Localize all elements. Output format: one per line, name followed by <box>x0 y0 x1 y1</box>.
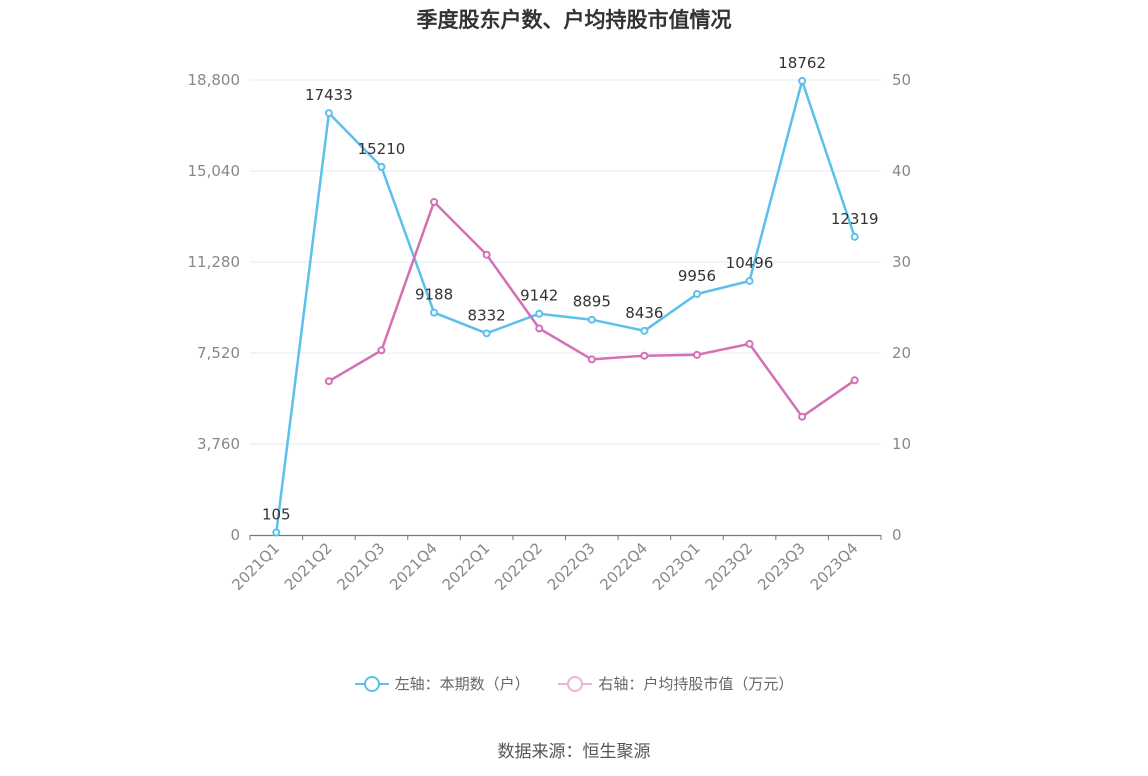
right-axis-tick-label: 40 <box>892 162 911 180</box>
x-axis-tick-label: 2022Q3 <box>544 539 599 594</box>
series-point-right <box>377 346 386 355</box>
left-axis-tick-label: 11,280 <box>188 253 241 271</box>
series-point-left <box>745 276 754 285</box>
series-point-left <box>535 309 544 318</box>
series-point-left <box>430 308 439 317</box>
series-point-left <box>377 162 386 171</box>
series-point-left <box>850 232 859 241</box>
data-label: 10496 <box>726 254 774 272</box>
data-label: 8332 <box>468 306 506 324</box>
data-label: 9188 <box>415 286 453 304</box>
legend-item-right-series[interactable]: 右轴：户均持股市值（万元） <box>558 673 793 694</box>
x-axis-tick-label: 2021Q1 <box>228 539 283 594</box>
legend-item-left-series[interactable]: 左轴：本期数（户） <box>354 673 530 694</box>
x-axis-tick-label: 2023Q4 <box>807 539 862 594</box>
series-point-left <box>692 290 701 299</box>
x-axis-tick-label: 2022Q1 <box>439 539 494 594</box>
chart-title: 季度股东户数、户均持股市值情况 <box>416 8 732 32</box>
series-point-left <box>798 76 807 85</box>
data-label: 18762 <box>778 54 826 72</box>
series-point-left <box>640 326 649 335</box>
series-points <box>272 76 859 537</box>
left-axis-tick-label: 0 <box>230 526 240 544</box>
series-point-right <box>587 355 596 364</box>
data-label: 15210 <box>358 140 406 158</box>
left-axis-tick-label: 15,040 <box>188 162 241 180</box>
series-point-right <box>640 351 649 360</box>
x-axis-tick-label: 2022Q2 <box>491 539 546 594</box>
series-point-right <box>745 339 754 348</box>
x-axis-tick-label: 2021Q2 <box>281 539 336 594</box>
x-axis-tick-label: 2023Q2 <box>702 539 757 594</box>
legend: 左轴：本期数（户） 右轴：户均持股市值（万元） <box>0 673 1148 696</box>
data-label: 105 <box>262 505 291 523</box>
right-axis-tick-label: 50 <box>892 71 911 89</box>
series-point-right <box>430 197 439 206</box>
series-line-left <box>275 79 856 533</box>
legend-label-right: 右轴：户均持股市值（万元） <box>598 675 794 693</box>
series-point-left <box>272 528 281 537</box>
source-note: 数据来源：恒生聚源 <box>497 742 651 762</box>
legend-symbol-right <box>558 675 593 692</box>
series-point-right <box>482 250 491 259</box>
legend-symbol-left <box>354 675 389 692</box>
series-point-right <box>692 350 701 359</box>
x-axis-tick-label: 2022Q4 <box>596 539 651 594</box>
series-point-right <box>798 412 807 421</box>
right-axis-tick-label: 30 <box>892 253 911 271</box>
series-point-right <box>850 376 859 385</box>
x-axis-tick-label: 2023Q3 <box>754 539 809 594</box>
series-point-right <box>324 377 333 386</box>
data-label: 8895 <box>573 293 611 311</box>
left-axis-tick-label: 18,800 <box>188 71 241 89</box>
x-axis-tick-label: 2021Q4 <box>386 539 441 594</box>
series-point-right <box>535 324 544 333</box>
grid-lines <box>250 79 881 445</box>
x-axis-tick-label: 2023Q1 <box>649 539 704 594</box>
data-label: 9142 <box>520 287 558 305</box>
series-point-left <box>324 109 333 118</box>
data-label: 17433 <box>305 86 353 104</box>
left-axis-tick-label: 7,520 <box>197 344 240 362</box>
x-axis-tick-label: 2021Q3 <box>333 539 388 594</box>
data-label: 12319 <box>831 210 879 228</box>
data-labels: 105 17433 15210 9188 8332 9142 8895 8436 9956 104… <box>262 54 879 524</box>
axes: 0 3,760 7,520 11,280 15,040 18,800 0 10 20 30 40 50… <box>188 71 912 594</box>
right-axis-tick-label: 0 <box>892 526 902 544</box>
data-label: 9956 <box>678 267 716 285</box>
left-axis-tick-label: 3,760 <box>197 435 240 453</box>
series-point-left <box>587 315 596 324</box>
data-label: 8436 <box>625 304 663 322</box>
series-point-left <box>482 329 491 338</box>
legend-label-left: 左轴：本期数（户） <box>394 675 530 693</box>
right-axis-tick-label: 10 <box>892 435 911 453</box>
right-axis-tick-label: 20 <box>892 344 911 362</box>
